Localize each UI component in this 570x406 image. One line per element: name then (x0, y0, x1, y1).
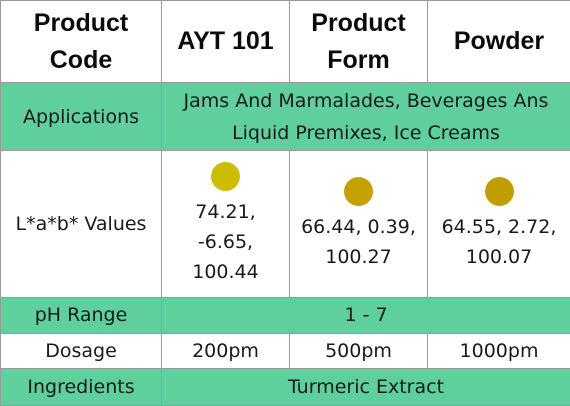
color-swatch-3 (484, 176, 514, 206)
ingredients-row: Ingredients Turmeric Extract (0, 367, 570, 406)
dosage-value-2: 500pm (289, 332, 428, 369)
lab-values-2: 66.44, 0.39, 100.27 (301, 215, 416, 268)
dosage-label: Dosage (0, 332, 162, 369)
lab-cell-1: 74.21, -6.65, 100.44 (161, 150, 290, 298)
lab-values-label: L*a*b* Values (0, 150, 162, 298)
dosage-row: Dosage 200pm 500pm 1000pm (0, 332, 570, 369)
header-row: Product Code AYT 101 Product Form Powder (0, 0, 570, 84)
applications-value: Jams And Marmalades, Beverages Ans Liqui… (161, 82, 570, 152)
color-swatch-2 (344, 176, 373, 206)
ingredients-value: Turmeric Extract (161, 367, 570, 406)
product-code-value: AYT 101 (161, 0, 290, 84)
dosage-value-1: 200pm (161, 332, 290, 369)
product-form-label: Product Form (289, 0, 428, 84)
product-code-label: Product Code (0, 0, 162, 84)
lab-cell-2: 66.44, 0.39, 100.27 (289, 150, 428, 298)
lab-values-3: 64.55, 2.72, 100.07 (441, 215, 557, 268)
lab-values-1: 74.21, -6.65, 100.44 (192, 200, 259, 283)
ph-range-value: 1 - 7 (161, 296, 570, 334)
product-form-value: Powder (427, 0, 570, 84)
applications-row: Applications Jams And Marmalades, Bevera… (0, 82, 570, 152)
applications-label: Applications (0, 82, 162, 152)
dosage-value-3: 1000pm (427, 332, 570, 369)
lab-cell-3: 64.55, 2.72, 100.07 (427, 150, 570, 298)
ph-range-label: pH Range (0, 296, 162, 334)
lab-values-row: L*a*b* Values 74.21, -6.65, 100.44 66.44… (0, 150, 570, 298)
ingredients-label: Ingredients (0, 367, 162, 406)
ph-range-row: pH Range 1 - 7 (0, 296, 570, 334)
color-swatch-1 (211, 161, 240, 191)
